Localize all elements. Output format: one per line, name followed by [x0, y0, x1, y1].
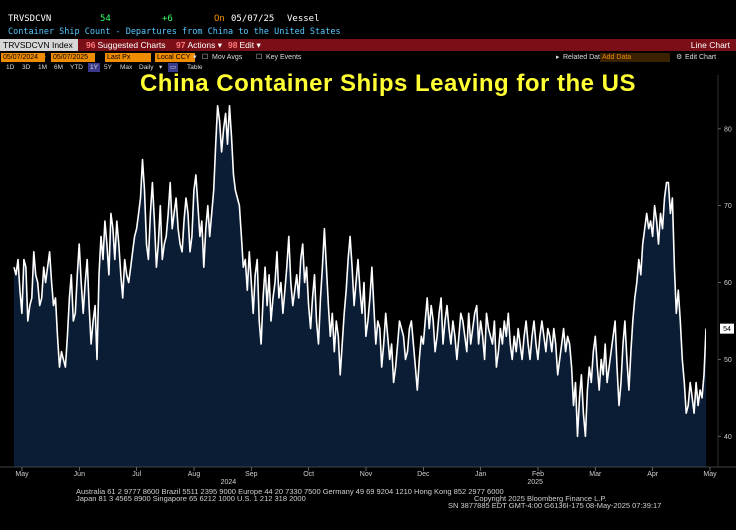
checkbox-key-events[interactable]: ☐	[256, 54, 263, 61]
chart-type-label: Line Chart	[690, 40, 730, 50]
period-3d[interactable]: 3D	[22, 64, 31, 71]
period-max[interactable]: Max	[120, 64, 133, 71]
currency-select[interactable]: Local CCY	[155, 53, 195, 62]
period-1y[interactable]: 1Y	[88, 63, 100, 72]
edit-chart-button[interactable]: Edit Chart	[685, 54, 717, 61]
menu-label: Edit	[239, 40, 255, 50]
start-date-field[interactable]: 05/07/2024	[1, 53, 45, 62]
change-value: +6	[162, 14, 173, 24]
chart-toolbar: 05/07/2024 - 05/07/2025 Last Px Local CC…	[0, 53, 736, 63]
x-year-label: 2025	[527, 479, 543, 486]
x-tick-label: Mar	[589, 471, 602, 478]
related-data-label[interactable]: Related Dat	[563, 54, 600, 61]
x-tick-label: Jul	[132, 471, 141, 478]
menu-number: 97	[176, 40, 186, 50]
period-ytd[interactable]: YTD	[70, 64, 83, 71]
last-value-badge-text: 54	[723, 326, 731, 333]
unit-label: Vessel	[287, 14, 320, 24]
chevron-down-icon[interactable]: ▾	[159, 64, 163, 71]
y-tick-label: 80	[724, 126, 732, 133]
footer-session-info: SN 3877885 EDT GMT-4:00 G6136I-175 08-Ma…	[448, 501, 662, 510]
series-line	[13, 104, 706, 438]
x-tick-label: Aug	[188, 471, 201, 478]
related-data-icon: ▸	[556, 54, 560, 61]
key-events-label[interactable]: Key Events	[266, 54, 302, 61]
mov-avgs-label[interactable]: Mov Avgs	[212, 54, 243, 61]
command-bar: TRVSDCVN Index 96 Suggested Charts 97 Acti…	[0, 39, 736, 51]
last-value-badge-bg	[720, 323, 734, 334]
x-tick-label: Sep	[245, 471, 258, 478]
menu-suggested-charts[interactable]: 96 Suggested Charts	[86, 39, 166, 51]
period-6m[interactable]: 6M	[54, 64, 64, 71]
security-description: Container Ship Count - Departures from C…	[8, 27, 341, 37]
y-tick-label: 50	[724, 357, 732, 364]
period-bar: 1D 3D 1M 6M YTD 1Y 5Y Max Daily ▾ ▭ Tabl…	[0, 63, 736, 72]
chevron-down-icon: ▾	[215, 40, 222, 50]
x-tick-label: Nov	[360, 471, 373, 478]
menu-actions[interactable]: 97 Actions ▾	[176, 39, 222, 51]
menu-label: Suggested Charts	[97, 40, 166, 50]
x-tick-label: Apr	[647, 471, 659, 478]
chevron-down-icon[interactable]: ▾	[193, 54, 197, 61]
add-data-field[interactable]: Add Data	[600, 53, 670, 62]
security-field[interactable]: TRVSDCVN Index	[0, 39, 78, 51]
menu-number: 98	[228, 40, 238, 50]
table-view-button[interactable]: Table	[187, 64, 203, 71]
x-tick-label: Feb	[532, 471, 544, 478]
footer-contacts-line2: Japan 81 3 4565 8900 Singapore 65 6212 1…	[76, 494, 306, 503]
chart-view-icon[interactable]: ▭	[168, 63, 179, 72]
last-value-badge: 54	[720, 323, 734, 334]
frequency-select[interactable]: Daily	[139, 64, 154, 71]
y-axis: 40 50 60 70 80	[718, 126, 732, 441]
price-type-select[interactable]: Last Px	[105, 53, 151, 62]
period-1d[interactable]: 1D	[6, 64, 15, 71]
x-tick-label: Jun	[74, 471, 85, 478]
y-tick-label: 40	[724, 434, 732, 441]
last-value: 54	[100, 14, 111, 24]
checkbox-mov-avgs[interactable]: ☐	[202, 54, 209, 61]
x-tick-label: May	[15, 471, 29, 478]
x-year-label: 2024	[221, 479, 237, 486]
on-label: On	[214, 14, 225, 24]
x-tick-label: Jan	[475, 471, 486, 478]
period-1m[interactable]: 1M	[38, 64, 48, 71]
settings-icon[interactable]: ⚙	[676, 54, 683, 61]
date-separator: -	[44, 54, 47, 61]
series-area	[14, 105, 706, 467]
ticker-symbol: TRVSDCVN	[8, 14, 52, 24]
menu-label: Actions	[187, 40, 216, 50]
footer-copyright: Copyright 2025 Bloomberg Finance L.P.	[474, 494, 607, 503]
chevron-down-icon: ▾	[254, 40, 261, 50]
menu-number: 96	[86, 40, 96, 50]
x-axis: May Jun Jul Aug Sep Oct Nov Dec Jan Feb Mar Apr May 2…	[15, 467, 717, 486]
x-tick-label: Oct	[303, 471, 314, 478]
end-date-field[interactable]: 05/07/2025	[51, 53, 95, 62]
footer-contacts-line1: Australia 61 2 9777 8600 Brazil 5511 239…	[76, 487, 504, 496]
x-tick-label: Dec	[417, 471, 430, 478]
period-5y[interactable]: 5Y	[104, 64, 112, 71]
x-tick-label: May	[703, 471, 717, 478]
menu-edit[interactable]: 98 Edit ▾	[228, 39, 261, 51]
y-tick-label: 70	[724, 203, 732, 210]
header-date: 05/07/25	[231, 14, 275, 24]
chart-headline: China Container Ships Leaving for the US	[139, 70, 637, 97]
security-header: TRVSDCVN 54 +6 On 05/07/25 Vessel	[0, 14, 736, 26]
y-tick-label: 60	[724, 280, 732, 287]
